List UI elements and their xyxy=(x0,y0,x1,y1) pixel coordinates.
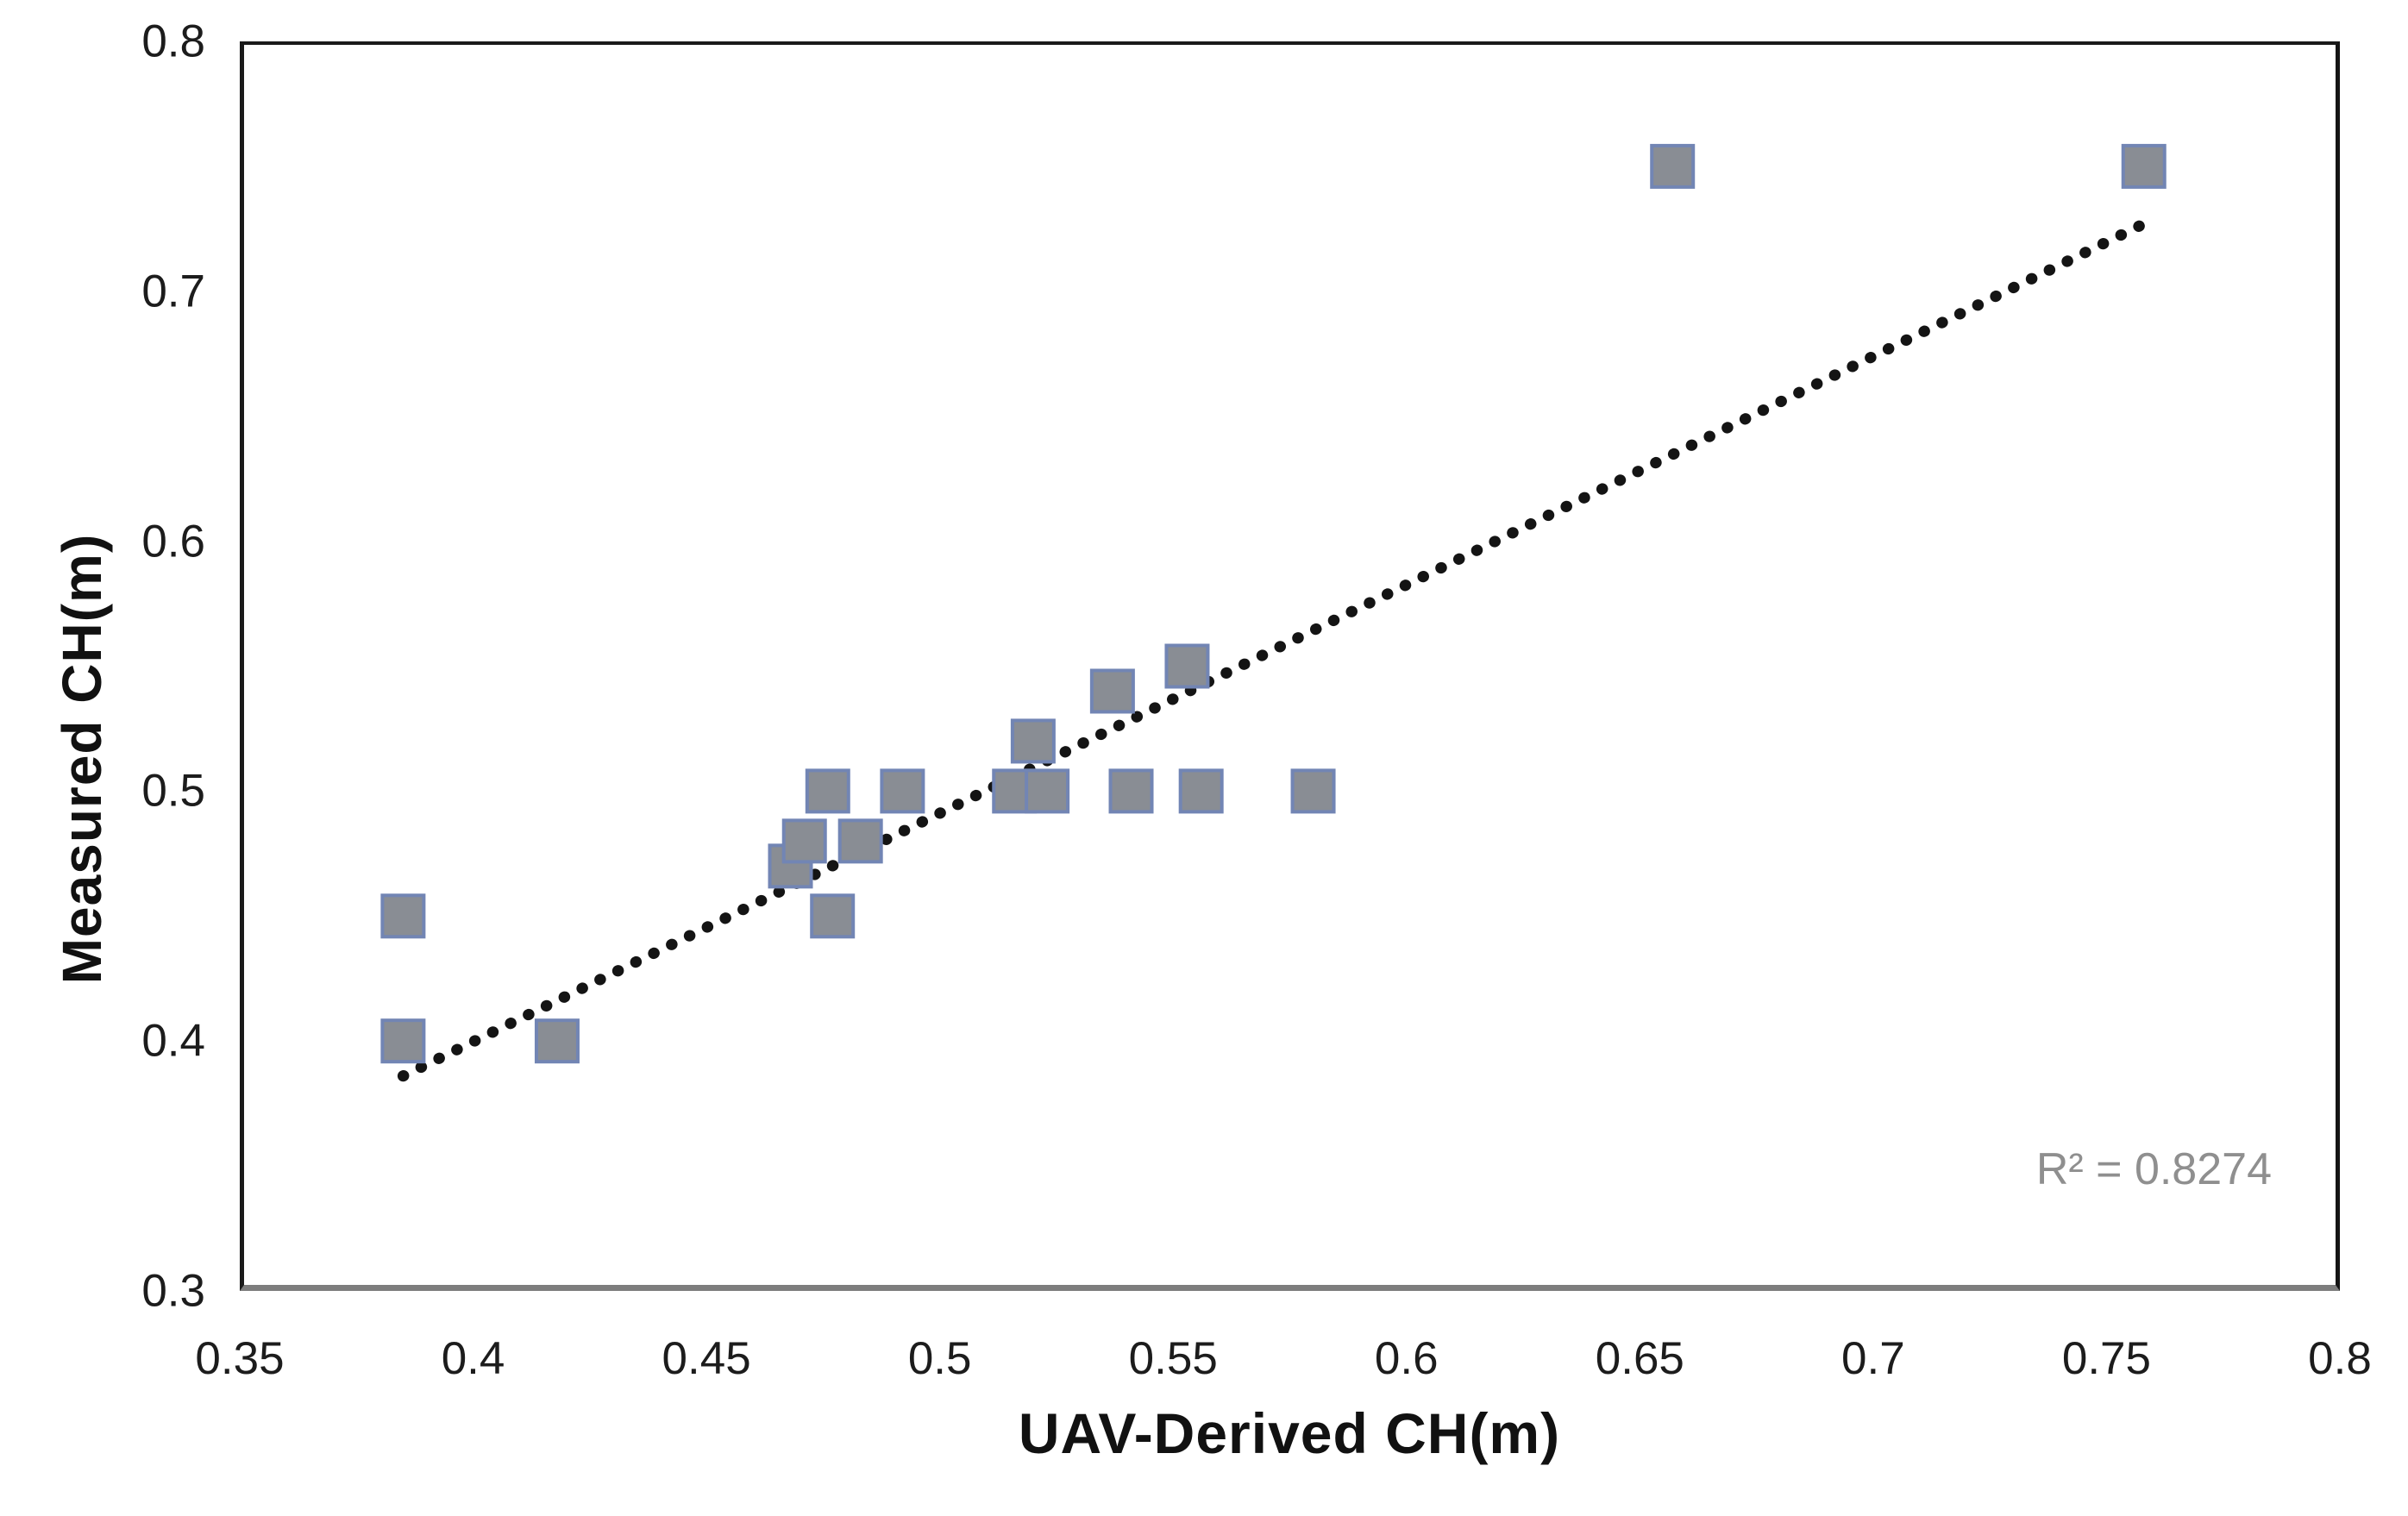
x-tick-label: 0.7 xyxy=(1841,1333,1905,1384)
scatter-point xyxy=(1089,668,1135,714)
x-tick-label: 0.5 xyxy=(907,1333,972,1384)
y-tick-label: 0.4 xyxy=(141,1015,205,1067)
y-tick-label: 0.6 xyxy=(141,516,205,567)
scatter-point xyxy=(810,893,856,939)
x-tick-label: 0.65 xyxy=(1595,1333,1684,1384)
scatter-point xyxy=(534,1018,580,1064)
x-tick-label: 0.45 xyxy=(662,1333,751,1384)
trendline xyxy=(397,218,2150,1082)
x-axis-title: UAV-Derived CH(m) xyxy=(1018,1401,1561,1465)
x-tick-label: 0.75 xyxy=(2061,1333,2152,1384)
scatter-point xyxy=(380,1018,426,1064)
scatter-point xyxy=(1164,643,1210,689)
x-tick-label: 0.8 xyxy=(2308,1333,2372,1384)
x-tick-label: 0.35 xyxy=(195,1333,285,1384)
y-tick-label: 0.8 xyxy=(141,16,205,67)
scatter-point xyxy=(1025,768,1070,814)
scatter-point xyxy=(2121,143,2167,189)
scatter-point xyxy=(1108,768,1154,814)
scatter-point xyxy=(1178,768,1224,814)
scatter-point xyxy=(380,893,426,939)
y-tick-label: 0.5 xyxy=(141,765,205,817)
scatter-point xyxy=(1010,718,1056,764)
scatter-point xyxy=(781,818,827,864)
x-tick-label: 0.6 xyxy=(1374,1333,1439,1384)
scatter-point xyxy=(1650,143,1696,189)
plot-frame xyxy=(240,41,2340,1291)
r-squared-annotation: R² = 0.8274 xyxy=(2035,1144,2272,1194)
x-tick-label: 0.4 xyxy=(441,1333,505,1384)
y-axis-title: Measured CH(m) xyxy=(51,533,113,985)
y-tick-label: 0.7 xyxy=(141,266,205,317)
x-tick-label: 0.55 xyxy=(1128,1333,1218,1384)
scatter-point xyxy=(880,768,925,814)
scatter-point xyxy=(805,768,850,814)
scatter-point xyxy=(1290,768,1336,814)
scatter-point xyxy=(837,818,883,864)
y-tick-label: 0.3 xyxy=(141,1265,205,1317)
